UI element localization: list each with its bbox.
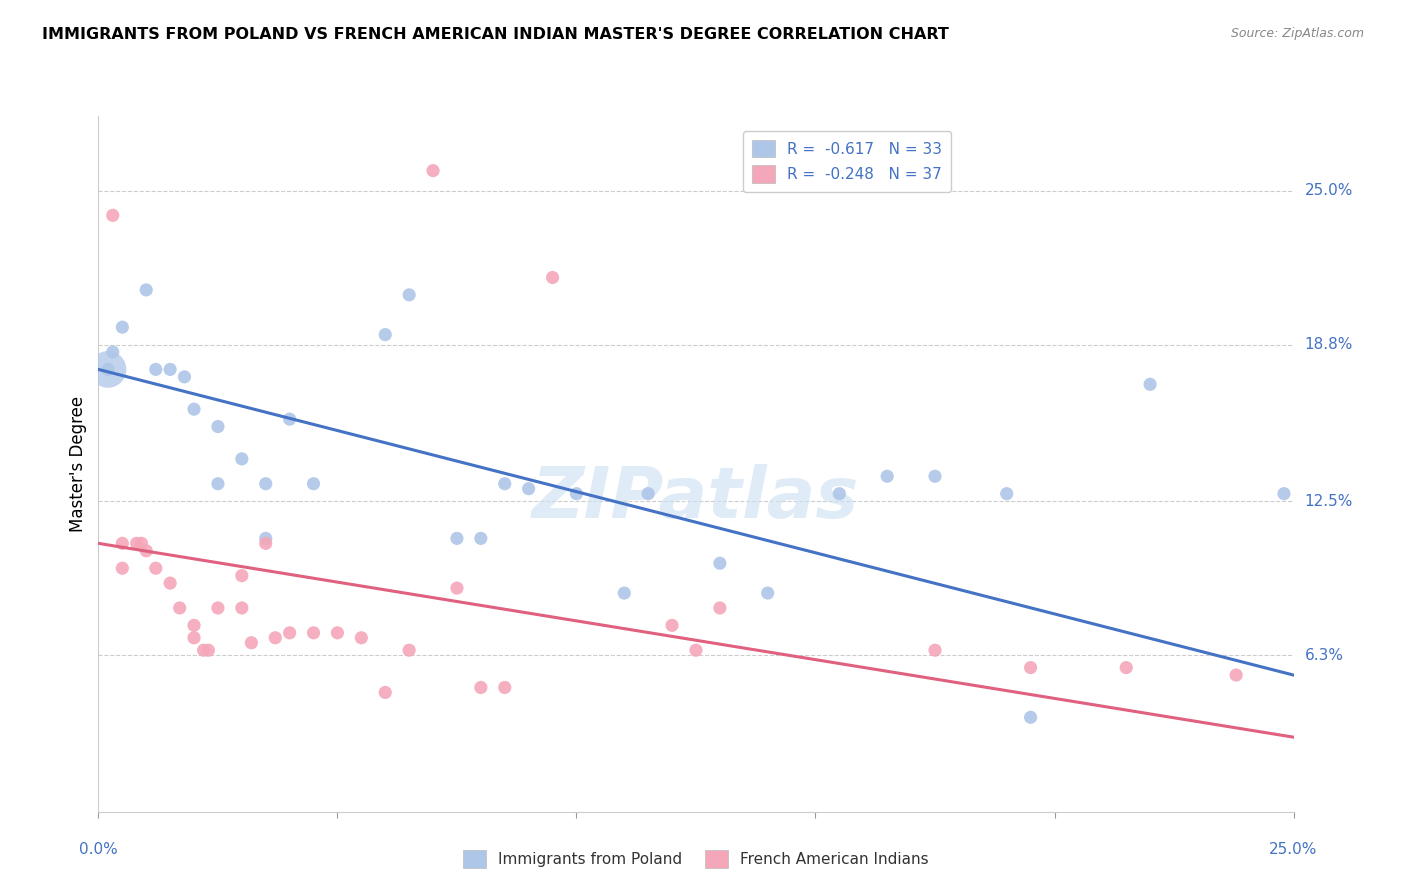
Point	[207, 601, 229, 615]
Point	[1115, 660, 1137, 674]
Point	[1139, 377, 1161, 392]
Point	[197, 643, 219, 657]
Text: 18.8%: 18.8%	[1305, 337, 1353, 352]
Text: ZIPatlas: ZIPatlas	[533, 464, 859, 533]
Point	[254, 476, 277, 491]
Point	[173, 369, 195, 384]
Point	[446, 532, 468, 546]
Point	[231, 601, 253, 615]
Point	[97, 362, 120, 376]
Point	[828, 486, 851, 500]
Point	[709, 601, 731, 615]
Point	[1019, 710, 1042, 724]
Point	[183, 631, 205, 645]
Point	[278, 412, 301, 426]
Point	[159, 576, 181, 591]
Point	[637, 486, 659, 500]
Point	[756, 586, 779, 600]
Point	[240, 636, 263, 650]
Point	[876, 469, 898, 483]
Text: Source: ZipAtlas.com: Source: ZipAtlas.com	[1230, 27, 1364, 40]
Point	[302, 625, 325, 640]
Text: 25.0%: 25.0%	[1305, 183, 1353, 198]
Point	[207, 476, 229, 491]
Point	[565, 486, 588, 500]
Point	[231, 451, 253, 466]
Point	[494, 681, 516, 695]
Point	[374, 685, 396, 699]
Point	[231, 568, 253, 582]
Point	[135, 544, 157, 558]
Point	[326, 625, 349, 640]
Point	[125, 536, 148, 550]
Legend: Immigrants from Poland, French American Indians: Immigrants from Poland, French American …	[457, 844, 935, 873]
Point	[264, 631, 287, 645]
Point	[254, 536, 277, 550]
Point	[193, 643, 215, 657]
Point	[97, 362, 120, 376]
Text: 6.3%: 6.3%	[1305, 648, 1344, 663]
Text: 12.5%: 12.5%	[1305, 493, 1353, 508]
Point	[422, 163, 444, 178]
Point	[374, 327, 396, 342]
Point	[183, 402, 205, 417]
Point	[446, 581, 468, 595]
Point	[350, 631, 373, 645]
Point	[254, 532, 277, 546]
Point	[159, 362, 181, 376]
Point	[207, 419, 229, 434]
Point	[494, 476, 516, 491]
Point	[1272, 486, 1295, 500]
Text: 0.0%: 0.0%	[79, 842, 118, 857]
Point	[101, 208, 124, 222]
Point	[398, 288, 420, 302]
Point	[111, 561, 134, 575]
Point	[169, 601, 191, 615]
Point	[995, 486, 1018, 500]
Point	[302, 476, 325, 491]
Point	[131, 536, 153, 550]
Point	[924, 643, 946, 657]
Point	[1225, 668, 1247, 682]
Y-axis label: Master's Degree: Master's Degree	[69, 396, 87, 532]
Point	[278, 625, 301, 640]
Point	[709, 556, 731, 570]
Point	[111, 320, 134, 334]
Point	[398, 643, 420, 657]
Point	[1019, 660, 1042, 674]
Point	[613, 586, 636, 600]
Point	[470, 681, 492, 695]
Point	[145, 362, 167, 376]
Point	[135, 283, 157, 297]
Point	[541, 270, 564, 285]
Point	[685, 643, 707, 657]
Text: 25.0%: 25.0%	[1270, 842, 1317, 857]
Point	[145, 561, 167, 575]
Point	[517, 482, 540, 496]
Point	[183, 618, 205, 632]
Point	[924, 469, 946, 483]
Point	[661, 618, 683, 632]
Text: IMMIGRANTS FROM POLAND VS FRENCH AMERICAN INDIAN MASTER'S DEGREE CORRELATION CHA: IMMIGRANTS FROM POLAND VS FRENCH AMERICA…	[42, 27, 949, 42]
Point	[470, 532, 492, 546]
Point	[111, 536, 134, 550]
Point	[101, 345, 124, 359]
